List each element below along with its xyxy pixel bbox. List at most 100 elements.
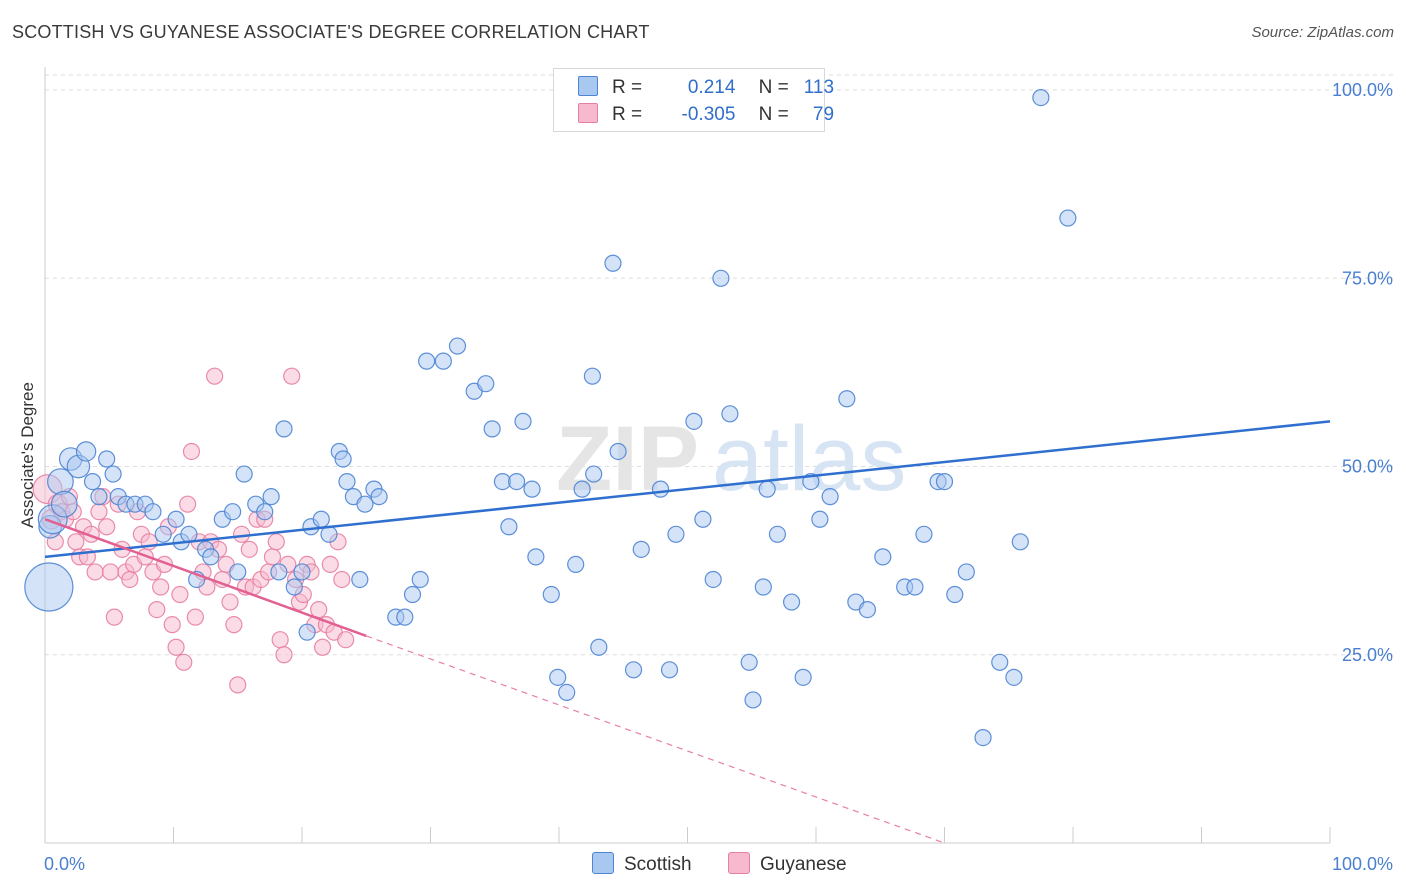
scottish-point [514,412,532,430]
scottish-trend-line [44,420,1331,559]
guyanese-point [283,367,301,385]
watermark-atlas: atlas [712,408,906,510]
scottish-point [293,563,311,581]
scottish-point [744,691,762,709]
guyanese-point [167,638,185,656]
scottish-point [334,450,352,468]
guyanese-point [90,503,108,521]
scottish-point [585,465,603,483]
guyanese-point [101,563,120,581]
legend-n-label: N = [758,104,789,125]
guyanese-point [171,585,189,604]
scottish-point [256,503,274,521]
scottish-point [632,540,650,558]
scottish-point [590,638,608,656]
legend-label-guyanese: Guyanese [760,854,847,875]
legend-label-scottish: Scottish [624,854,692,875]
legend-n-scottish: 113 [803,77,835,98]
y-tick-label: 50.0% [1342,457,1393,477]
scottish-point [500,518,518,536]
bottom-legend-guyanese[interactable]: Guyanese [728,852,847,876]
scottish-point [1011,533,1029,551]
y-axis-label: Associate's Degree [18,382,37,528]
scottish-point [144,503,162,521]
legend-r-guyanese: -0.305 [681,104,736,125]
zipatlas-watermark: ZIP atlas [556,408,906,510]
x-tick-label-end: 100.0% [1332,854,1393,874]
scottish-point [270,563,288,581]
scottish-point [858,600,877,619]
scottish-point [583,367,602,385]
scottish-point [1005,668,1023,686]
scottish-point [874,548,892,566]
trend-lines [44,420,1331,844]
guyanese-point [163,616,181,634]
guyanese-trend-extension [366,635,945,844]
chart-title: SCOTTISH VS GUYANESE ASSOCIATE'S DEGREE … [12,22,650,42]
guyanese-point [267,533,285,551]
scottish-point [740,653,758,671]
scottish-point [782,593,801,611]
legend-r-scottish: 0.214 [687,77,736,98]
scottish-point [167,510,185,528]
legend-swatch-guyanese [578,103,598,123]
scottish-point [794,668,812,686]
scottish-point [202,548,220,566]
scottish-point [418,352,436,370]
scottish-point [906,578,924,596]
scottish-point [351,570,369,589]
scottish-point [75,441,97,462]
scottish-point [935,472,954,491]
guyanese-point [263,548,282,566]
scottish-point [338,472,356,491]
scottish-point [685,412,703,430]
guyanese-point [186,608,204,626]
scottish-point [370,488,388,506]
scottish-point [558,683,576,702]
scottish-point [721,405,739,423]
guyanese-point [310,600,328,619]
scottish-point [754,578,772,596]
scottish-point [651,480,670,498]
scottish-point [957,563,975,581]
guyanese-point [229,676,247,694]
guyanese-trend-line [44,518,367,638]
scottish-point [285,578,303,596]
bottom-legend-scottish[interactable]: Scottish [592,852,692,876]
guyanese-point [152,578,170,596]
scottish-point [821,488,839,506]
guyanese-point [225,616,243,634]
guyanese-point [333,570,351,589]
axes [44,67,1331,844]
y-tick-label: 75.0% [1342,268,1393,288]
guyanese-point [221,593,239,611]
scottish-point [224,503,242,521]
guyanese-point [179,495,197,513]
scottish-point [229,563,247,581]
guyanese-point [86,563,104,581]
scottish-point [838,390,856,408]
scottish-point [50,490,78,518]
scottish-point [448,337,467,355]
scottish-point [356,495,374,513]
scottish-point [396,608,414,626]
guyanese-point [182,442,201,461]
legend-n-label: N = [758,77,789,98]
scottish-point [235,465,253,483]
scottish-point [477,375,495,393]
scottish-point [434,352,452,370]
scottish-point [275,420,293,438]
legend-swatch-scottish [578,76,598,96]
guyanese-point [271,631,289,649]
legend-swatch-scottish [592,852,614,874]
guyanese-point [313,638,332,656]
y-tick-label: 100.0% [1332,80,1393,100]
legend-swatch-guyanese [728,852,750,874]
scottish-point [694,510,712,528]
scottish-point [507,472,526,491]
scottish-point [811,510,829,528]
scottish-point [609,442,627,461]
scottish-point [90,488,108,506]
scottish-point [483,420,501,438]
